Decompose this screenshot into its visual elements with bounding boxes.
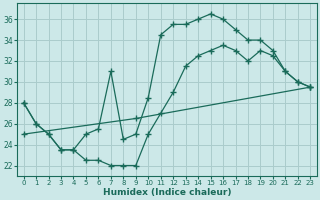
X-axis label: Humidex (Indice chaleur): Humidex (Indice chaleur) xyxy=(103,188,231,197)
